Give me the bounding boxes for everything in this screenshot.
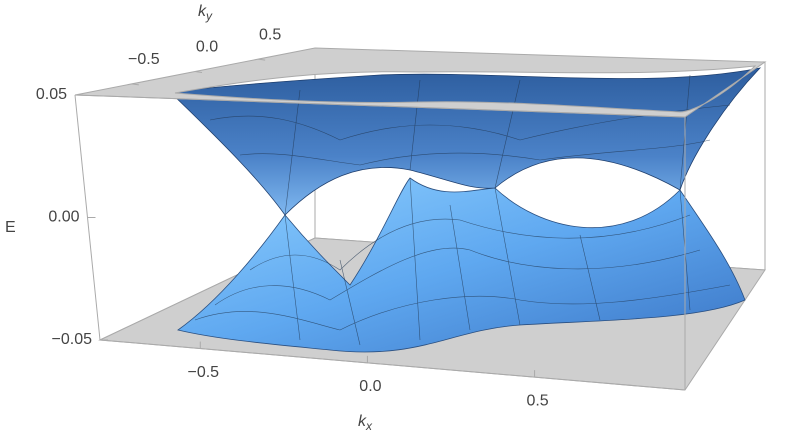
x-tick-label: −0.5 <box>187 364 219 381</box>
z-tick-label: 0.00 <box>48 209 79 226</box>
y-axis-label-sub: y <box>205 9 213 23</box>
x-tick-label: 0.0 <box>359 378 381 395</box>
y-axis-label-base: k <box>198 3 207 20</box>
lower-band-mesh <box>194 177 731 346</box>
y-tick-mark <box>131 83 139 86</box>
z-tick-label: 0.05 <box>36 86 67 103</box>
y-axis-label: ky <box>198 3 213 23</box>
y-tick-label: 0.5 <box>259 26 281 43</box>
upper-band-surface <box>169 67 762 216</box>
y-tick-mark <box>194 71 203 73</box>
x-axis-label-sub: x <box>365 419 373 433</box>
z-tick-label: −0.05 <box>52 331 93 348</box>
x-axis-label-base: k <box>358 413 367 430</box>
upper-band-mesh <box>209 74 731 216</box>
y-tick-label: −0.5 <box>128 51 160 68</box>
x-axis-label: kx <box>358 413 373 433</box>
x-tick-label: 0.5 <box>526 392 548 409</box>
y-tick-mark <box>258 58 266 61</box>
y-tick-label: 0.0 <box>196 39 218 56</box>
z-axis-label: E <box>5 219 16 236</box>
